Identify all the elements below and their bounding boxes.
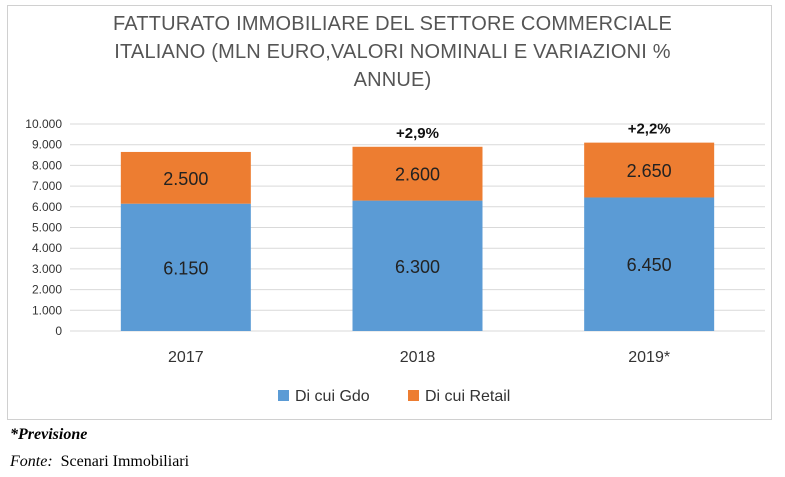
change-annotation: +2,2% bbox=[628, 121, 671, 138]
data-label: 2.650 bbox=[627, 161, 672, 181]
y-tick-label: 7.000 bbox=[32, 179, 62, 193]
data-label: 2.500 bbox=[163, 169, 208, 189]
y-tick-label: 5.000 bbox=[32, 221, 62, 235]
chart-title-line-1: FATTURATO IMMOBILIARE DEL SETTORE COMMER… bbox=[112, 13, 673, 35]
x-tick-label: 2018 bbox=[400, 349, 436, 366]
chart-title: FATTURATO IMMOBILIARE DEL SETTORE COMMER… bbox=[0, 10, 785, 94]
data-label: 6.450 bbox=[627, 255, 672, 275]
legend-swatch bbox=[408, 390, 419, 401]
y-tick-label: 2.000 bbox=[32, 283, 62, 297]
bar-segment bbox=[120, 203, 251, 331]
x-tick-label: 2019* bbox=[628, 349, 670, 366]
y-tick-label: 0 bbox=[55, 324, 62, 338]
fonte-source: Scenari Immobiliari bbox=[60, 453, 190, 470]
bar-segment bbox=[584, 197, 715, 331]
data-label: 6.150 bbox=[163, 258, 208, 278]
bar-segment bbox=[352, 146, 483, 201]
footnote-fonte: Fonte: Scenari Immobiliari bbox=[10, 453, 189, 471]
y-tick-label: 8.000 bbox=[32, 158, 62, 172]
bar-segment bbox=[352, 200, 483, 331]
chart-title-line-2: ITALIANO (MLN EURO,VALORI NOMINALI E VAR… bbox=[114, 41, 671, 63]
data-label: 2.600 bbox=[395, 165, 440, 185]
legend-label: Di cui Gdo bbox=[295, 388, 370, 405]
y-tick-label: 10.000 bbox=[25, 117, 62, 131]
chart-title-line-3: ANNUE) bbox=[353, 69, 432, 91]
y-tick-label: 9.000 bbox=[32, 138, 62, 152]
y-tick-label: 3.000 bbox=[32, 262, 62, 276]
x-tick-label: 2017 bbox=[168, 349, 204, 366]
data-label: 6.300 bbox=[395, 257, 440, 277]
y-tick-label: 4.000 bbox=[32, 241, 62, 255]
stacked-bar-chart: 0 1.000 2.000 3.000 4.000 5.000 6.000 7.000 8.00… bbox=[25, 117, 765, 405]
legend-label: Di cui Retail bbox=[425, 388, 510, 405]
footnote-previsione: *Previsione bbox=[10, 426, 88, 443]
fonte-label: Fonte: bbox=[10, 453, 53, 470]
change-annotation: +2,9% bbox=[396, 125, 439, 142]
y-tick-label: 6.000 bbox=[32, 200, 62, 214]
bar-segment bbox=[584, 142, 715, 198]
legend-swatch bbox=[278, 390, 289, 401]
y-tick-label: 1.000 bbox=[32, 303, 62, 317]
bar-segment bbox=[120, 151, 251, 204]
